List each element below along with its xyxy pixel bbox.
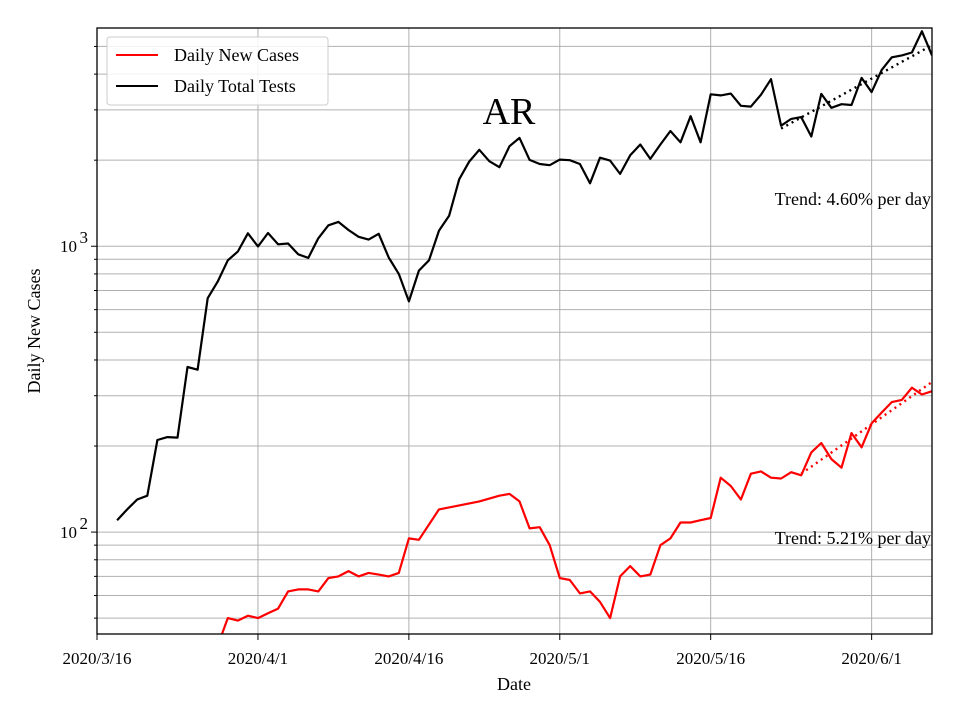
x-tick-label: 2020/4/1 (228, 649, 288, 668)
x-tick-label: 2020/5/16 (676, 649, 745, 668)
x-tick-label: 2020/4/16 (374, 649, 443, 668)
chart-title: AR (483, 91, 536, 133)
series-line-daily-new-cases (220, 386, 932, 634)
y-tick-exponent: 2 (80, 514, 89, 533)
y-tick-label: 10 (60, 237, 77, 256)
y-tick-exponent: 3 (80, 228, 89, 247)
plot-frame (96, 27, 933, 635)
y-axis-label: Daily New Cases (24, 269, 44, 394)
x-tick-label: 2020/3/16 (63, 649, 132, 668)
x-tick-label: 2020/6/1 (841, 649, 901, 668)
x-tick-label: 2020/5/1 (530, 649, 590, 668)
trend-annotation-tests: Trend: 4.60% per day (775, 189, 931, 209)
legend: Daily New Cases Daily Total Tests (106, 36, 329, 106)
legend-box (106, 36, 329, 106)
legend-label-tests: Daily Total Tests (174, 76, 296, 96)
trend-lines (780, 44, 932, 475)
series-lines (116, 30, 932, 634)
axis-ticks: 2020/3/16 2020/4/1 2020/4/16 2020/5/1 2020/5… (60, 45, 902, 668)
trend-line-cases (800, 381, 932, 475)
trend-annotation-cases: Trend: 5.21% per day (775, 528, 931, 548)
x-axis-label: Date (497, 674, 531, 694)
series-line-daily-total-tests (116, 30, 932, 521)
y-tick-label: 10 (60, 523, 77, 542)
legend-label-cases: Daily New Cases (174, 45, 299, 65)
